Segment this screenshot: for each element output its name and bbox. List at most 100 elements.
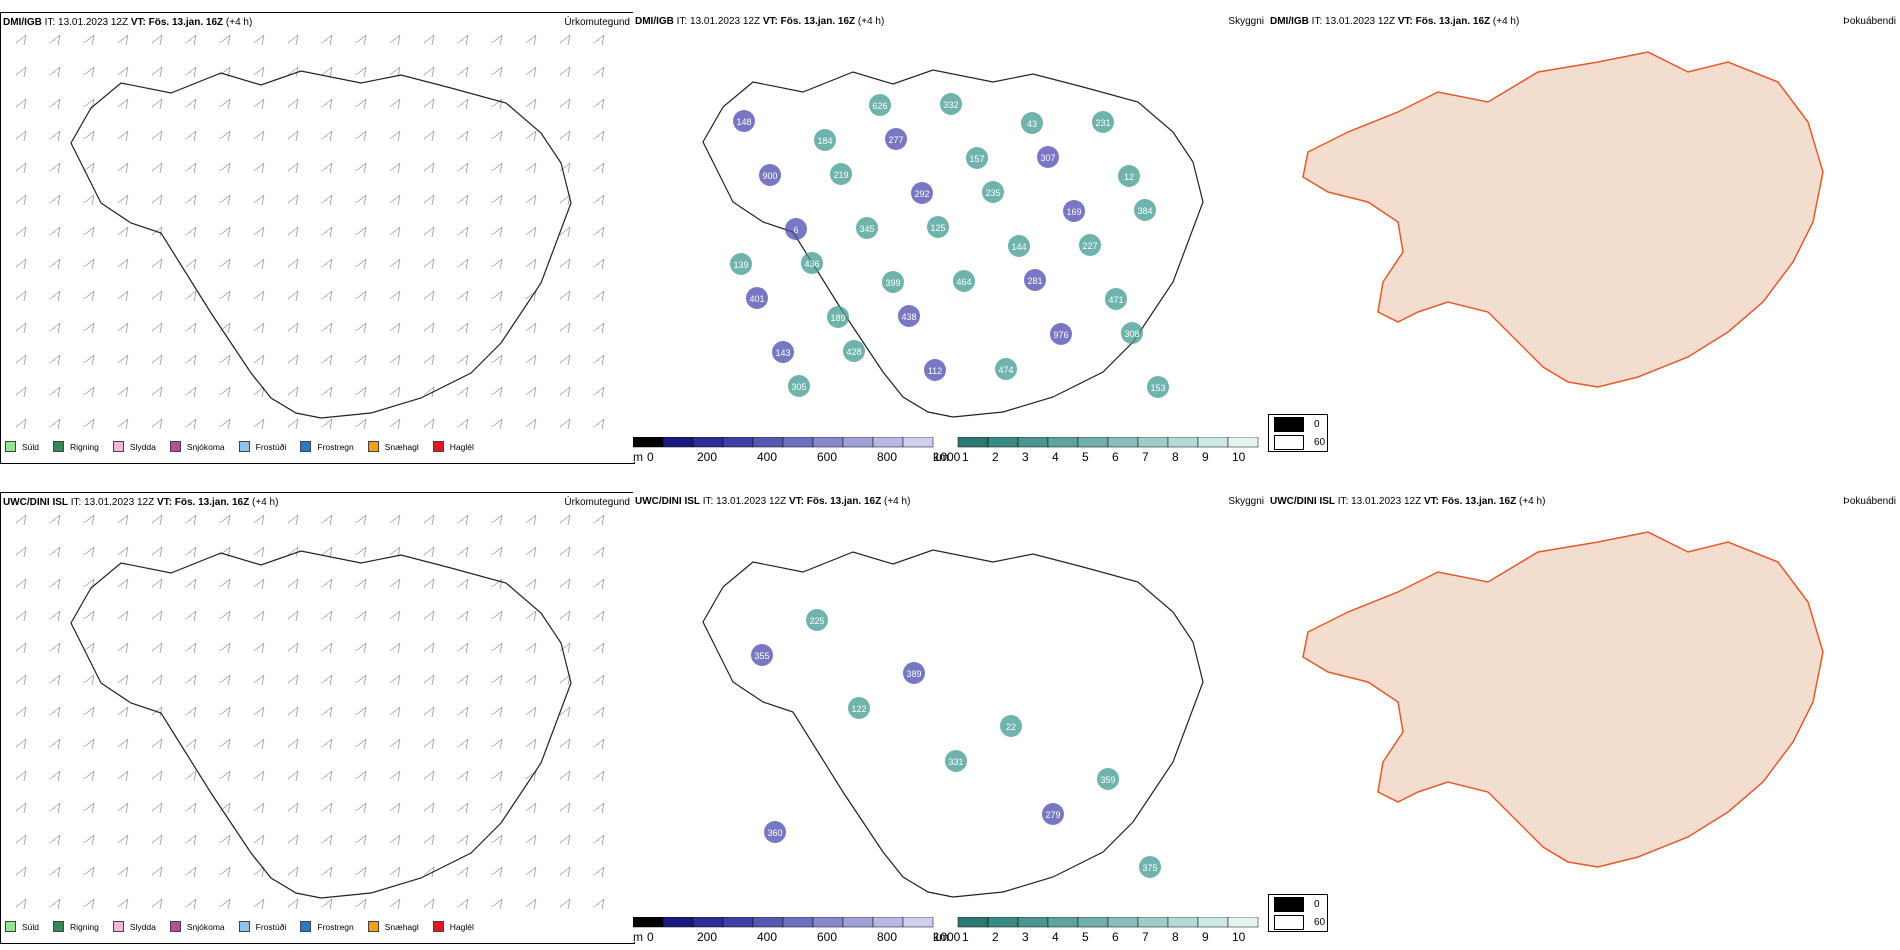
wind-barb	[559, 738, 571, 750]
height-bar-tick: 200	[697, 930, 717, 944]
wind-barb	[15, 194, 27, 206]
wind-barb	[423, 258, 435, 270]
km-bar-segment	[1107, 917, 1139, 928]
vis-blob	[730, 253, 752, 275]
wind-barb	[253, 130, 265, 142]
height-bar-segment	[662, 437, 694, 448]
wind-barb	[321, 546, 333, 558]
wind-barb	[321, 322, 333, 334]
wind-barb	[491, 738, 503, 750]
legend-swatch	[367, 921, 379, 932]
wind-barb	[253, 98, 265, 110]
vis-blob	[898, 305, 920, 327]
legend-swatch	[5, 921, 16, 932]
wind-barb	[185, 898, 197, 910]
vis-blob	[1079, 234, 1101, 256]
height-bar-segment	[842, 437, 874, 448]
wind-barb	[253, 706, 265, 718]
wind-barb	[253, 162, 265, 174]
fog-legend-label: 0	[1314, 418, 1320, 430]
vis-blob	[1092, 111, 1114, 133]
wind-barb	[117, 162, 129, 174]
vis-label: 277	[888, 135, 903, 145]
wind-barb	[423, 226, 435, 238]
vis-label: 308	[1124, 329, 1139, 339]
wind-barb	[423, 706, 435, 718]
wind-barb	[117, 514, 129, 526]
precip-legend-item: Slydda	[112, 921, 156, 932]
wind-barb	[389, 322, 401, 334]
vis-label: 401	[749, 294, 764, 304]
wind-barb	[491, 226, 503, 238]
wind-barb	[253, 642, 265, 654]
vis-blob	[843, 340, 865, 362]
wind-barb	[253, 258, 265, 270]
wind-barb	[457, 226, 469, 238]
precip-title-top: Úrkomutegund	[564, 17, 630, 28]
fog-legend-label: 60	[1314, 916, 1326, 928]
wind-barb	[593, 418, 605, 430]
wind-barb	[15, 322, 27, 334]
wind-barb	[559, 194, 571, 206]
wind-barb	[49, 354, 61, 366]
vis-label: 355	[754, 651, 769, 661]
fog-title-top: Þokuábendi	[1843, 16, 1896, 27]
vis-label: 22	[1006, 722, 1016, 732]
wind-barb	[219, 226, 231, 238]
wind-barb	[389, 898, 401, 910]
wind-barb	[593, 130, 605, 142]
wind-barb	[117, 322, 129, 334]
wind-barb	[253, 898, 265, 910]
wind-barb	[389, 610, 401, 622]
vis-blob	[953, 270, 975, 292]
wind-barb	[389, 674, 401, 686]
vis-label: 331	[948, 757, 963, 767]
wind-barb	[253, 418, 265, 430]
wind-barb	[593, 578, 605, 590]
wind-barb	[117, 66, 129, 78]
wind-barb	[423, 642, 435, 654]
wind-barb	[457, 162, 469, 174]
wind-barb	[219, 610, 231, 622]
wind-barb	[83, 674, 95, 686]
wind-barb	[525, 738, 537, 750]
precip-legend-item: Rigning	[53, 921, 99, 932]
vis-label: 332	[943, 100, 958, 110]
height-bar-tick: 600	[817, 930, 837, 944]
height-bar-tick: 800	[877, 930, 897, 944]
wind-barb	[559, 866, 571, 878]
wind-barb	[83, 34, 95, 46]
vis-blob	[1063, 200, 1085, 222]
legend-label: Súld	[22, 921, 40, 932]
wind-barb	[525, 578, 537, 590]
wind-barb	[185, 610, 197, 622]
wind-barb	[457, 898, 469, 910]
wind-barb	[355, 738, 367, 750]
wind-barb	[321, 898, 333, 910]
wind-barb	[15, 98, 27, 110]
wind-barb	[219, 514, 231, 526]
wind-barb	[253, 34, 265, 46]
wind-barb	[151, 898, 163, 910]
wind-barb	[321, 194, 333, 206]
wind-barb	[49, 194, 61, 206]
wind-barb	[83, 322, 95, 334]
vis-header-bottom: UWC/DINI ISL IT: 13.01.2023 12Z VT: Fös.…	[635, 496, 911, 507]
wind-barb	[287, 610, 299, 622]
height-bar-segment	[722, 437, 754, 448]
vis-label: 436	[804, 259, 819, 269]
wind-barb	[355, 418, 367, 430]
wind-barb	[321, 130, 333, 142]
wind-barb	[151, 418, 163, 430]
legend-label: Snjókoma	[186, 441, 225, 452]
vis-blob	[1147, 376, 1169, 398]
wind-barb	[185, 98, 197, 110]
wind-barb	[151, 578, 163, 590]
wind-barb	[219, 642, 231, 654]
wind-barb	[457, 866, 469, 878]
wind-barb	[423, 514, 435, 526]
wind-barb	[83, 898, 95, 910]
height-bar-tick: 400	[757, 450, 777, 464]
vis-blob	[995, 358, 1017, 380]
wind-barb	[389, 258, 401, 270]
